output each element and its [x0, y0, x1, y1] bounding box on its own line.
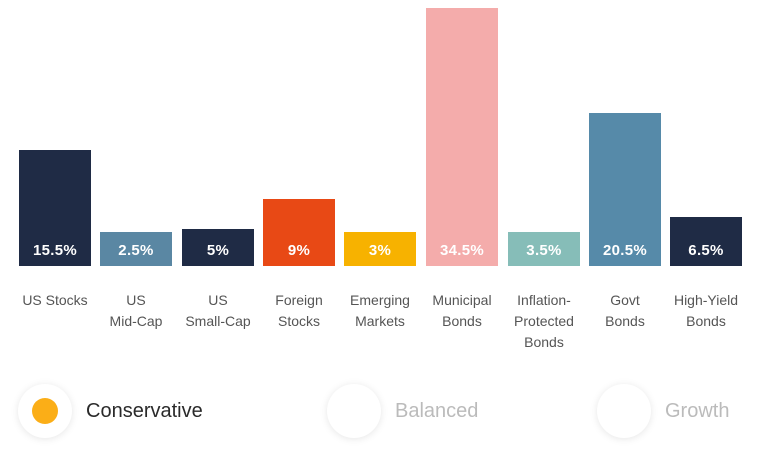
category-label: Emerging Markets [350, 292, 410, 329]
bar: 3% [344, 232, 416, 266]
bar-value-label: 6.5% [688, 242, 724, 259]
portfolio-option-balanced[interactable]: Balanced [327, 384, 478, 438]
portfolio-option-conservative[interactable]: Conservative [18, 384, 203, 438]
bar-value-label: 3% [368, 242, 392, 259]
bar-value-label: 3.5% [526, 242, 562, 259]
option-label: Balanced [395, 399, 479, 422]
option-label: Conservative [86, 399, 203, 422]
radio-selected-dot-icon [32, 398, 58, 424]
category-label: Inflation- Protected Bonds [514, 292, 574, 350]
category-label: High-Yield Bonds [673, 292, 739, 329]
bar-value-label: 2.5% [118, 242, 154, 259]
bar: 9% [263, 198, 335, 266]
bar: 3.5% [508, 232, 580, 266]
bar: 5% [182, 228, 254, 266]
radio-button[interactable] [597, 384, 651, 438]
bar: 15.5% [19, 150, 91, 266]
bar: 6.5% [670, 217, 742, 266]
allocation-bar-chart: 15.5% US Stocks 2.5% US Mid-Cap 5% US Small-C… [19, 8, 742, 350]
bar: 20.5% [589, 112, 661, 266]
radio-button[interactable] [327, 384, 381, 438]
category-label: US Mid-Cap [109, 292, 163, 329]
portfolio-option-growth[interactable]: Growth [597, 384, 729, 438]
option-label: Growth [665, 399, 730, 422]
category-label: Foreign Stocks [275, 292, 323, 329]
bar-value-label: 34.5% [439, 242, 485, 259]
bar: 34.5% [426, 8, 498, 266]
category-label: US Small-Cap [185, 292, 251, 329]
category-label: US Stocks [22, 292, 88, 308]
bar-value-label: 9% [287, 242, 311, 259]
radio-button[interactable] [18, 384, 72, 438]
bar-value-label: 15.5% [32, 242, 78, 259]
category-label: Municipal Bonds [432, 292, 492, 329]
bar-value-label: 20.5% [602, 242, 648, 259]
bar: 2.5% [100, 232, 172, 266]
category-label: Govt Bonds [605, 292, 645, 329]
bar-value-label: 5% [206, 242, 230, 259]
